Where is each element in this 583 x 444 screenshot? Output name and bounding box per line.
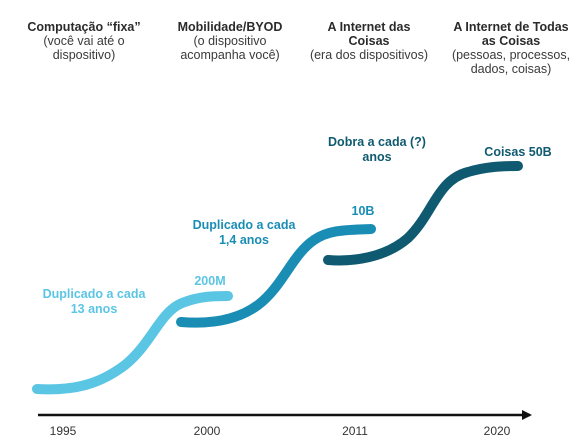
curve-1-rate-label-line-1: Duplicado a cada — [43, 287, 147, 301]
year-label-2000: 2000 — [194, 424, 221, 438]
curve-1-end-label: 200M — [194, 274, 225, 288]
curve-3-rate-label-line-2: anos — [362, 150, 391, 164]
era-subtitle: (você vai até o dispositivo) — [43, 34, 125, 62]
era-title: Mobilidade/BYOD — [177, 20, 283, 34]
curve-3-rate-label-line-1: Dobra a cada (?) — [328, 135, 426, 149]
era-header-ioe: A Internet de Todas as Coisas (pessoas, … — [442, 20, 580, 76]
era-header-mobility: Mobilidade/BYOD (o dispositivo acompanha… — [160, 20, 300, 62]
year-label-2020: 2020 — [484, 424, 511, 438]
era-subtitle: (era dos dispositivos) — [309, 48, 429, 62]
era-title: A Internet de Todas as Coisas — [453, 20, 569, 48]
curve-2-rate-label-line-2: 1,4 anos — [219, 233, 269, 247]
growth-curve-3 — [323, 161, 523, 266]
curve-3-end-label: Coisas 50B — [484, 145, 551, 159]
era-header-fixed-computing: Computação “fixa” (você vai até o dispos… — [18, 20, 150, 62]
year-label-1995: 1995 — [50, 424, 77, 438]
curve-2-rate-label-line-1: Duplicado a cada — [193, 218, 297, 232]
era-subtitle: (pessoas, processos, dados, coisas) — [451, 48, 571, 76]
era-subtitle: (o dispositivo acompanha você) — [180, 34, 280, 62]
era-title: Computação “fixa” — [27, 20, 141, 34]
growth-curve-2 — [176, 224, 376, 328]
curve-1-rate-label-line-2: 13 anos — [71, 302, 118, 316]
era-title: A Internet das Coisas — [327, 20, 411, 48]
era-header-iot: A Internet das Coisas (era dos dispositi… — [303, 20, 435, 62]
curve-2-end-label: 10B — [352, 204, 375, 218]
year-label-2011: 2011 — [342, 424, 368, 438]
growth-curve-1 — [32, 291, 233, 395]
